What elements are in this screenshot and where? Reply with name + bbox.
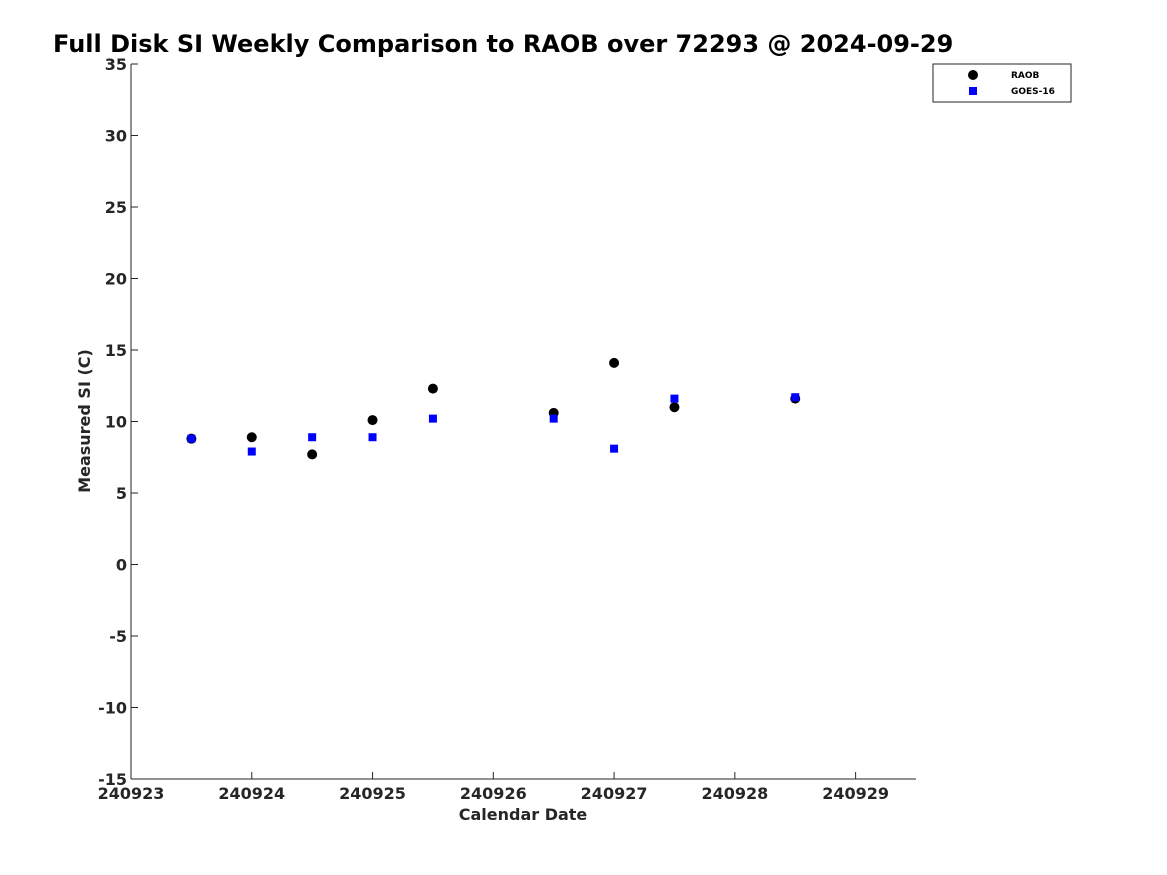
legend-marker-raob	[968, 70, 978, 80]
goes-16-point	[428, 414, 437, 423]
x-tick-label: 240925	[339, 784, 406, 803]
y-tick-label: 10	[105, 413, 127, 432]
goes-16-point	[670, 394, 679, 403]
goes-16-point	[791, 393, 800, 402]
x-tick-label: 240927	[581, 784, 648, 803]
raob-point	[669, 402, 680, 413]
goes-16-point	[610, 444, 619, 453]
legend-marker-goes-16	[969, 87, 977, 95]
x-axis-label: Calendar Date	[459, 805, 588, 824]
legend-label: RAOB	[1011, 71, 1040, 81]
x-tick-label: 240928	[701, 784, 768, 803]
y-tick-label: 25	[105, 198, 127, 217]
x-tick-label: 240926	[460, 784, 527, 803]
legend: RAOB GOES-16	[932, 63, 1072, 103]
y-tick-label: -15	[98, 770, 127, 789]
y-tick-label: -10	[98, 699, 127, 718]
goes-16-point	[247, 447, 256, 456]
x-tick-label: 240924	[218, 784, 285, 803]
y-tick-label: 0	[116, 556, 127, 575]
y-tick-label: -5	[109, 627, 127, 646]
y-tick-label: 15	[105, 341, 127, 360]
y-tick-label: 35	[105, 55, 127, 74]
goes-16-point	[368, 433, 377, 442]
y-tick-label: 5	[116, 484, 127, 503]
legend-box	[932, 63, 1072, 103]
y-tick-label: 20	[105, 270, 127, 289]
raob-point	[307, 449, 318, 460]
legend-label: GOES-16	[1011, 87, 1055, 97]
y-axis-label: Measured SI (C)	[75, 349, 94, 493]
raob-point	[246, 432, 257, 443]
chart-title: Full Disk SI Weekly Comparison to RAOB o…	[53, 30, 953, 58]
goes-16-point	[549, 414, 558, 423]
y-tick-label: 30	[105, 127, 127, 146]
data-marks	[186, 357, 801, 460]
goes-16-point	[187, 434, 196, 443]
goes-16-point	[308, 433, 317, 442]
raob-point	[427, 383, 438, 394]
raob-point	[367, 415, 378, 426]
x-tick-label: 240929	[822, 784, 889, 803]
raob-point	[609, 357, 620, 368]
x-tick-label: 240923	[98, 784, 165, 803]
